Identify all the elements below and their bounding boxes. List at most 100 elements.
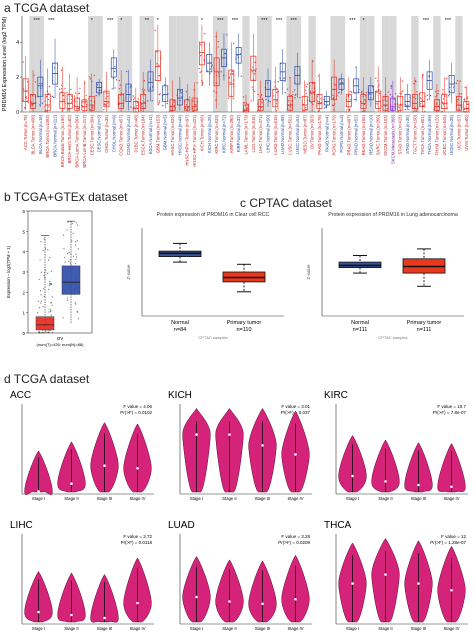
data-point [442,98,445,100]
data-point [467,96,469,98]
data-point [166,102,168,105]
x-tick-label: KIRP.Normal.(n=32) [236,114,241,152]
data-point [338,92,340,94]
data-point [159,93,161,95]
data-point [455,82,458,85]
data-point [91,107,94,109]
cptac-luad-boxplot-chart: Protein expression of PRDM16 in Lung ade… [306,212,464,340]
violin-median [70,482,73,486]
sample-count-label: n=110 [236,327,251,333]
box [37,76,44,97]
data-point [198,67,200,70]
data-point [391,108,393,110]
data-point [60,69,63,72]
data-point [143,89,146,91]
data-point [459,93,461,95]
data-point [192,107,194,110]
data-point [449,86,451,88]
box [35,316,55,331]
data-point [387,91,390,93]
data-point [305,92,308,95]
data-point [132,95,135,97]
data-point [229,81,231,84]
data-point [75,244,77,246]
f-value-label: F value = 10.7 [437,404,466,409]
box [257,99,264,111]
data-point [276,100,278,102]
data-point [318,109,320,111]
x-tick-label: PAAD.Tumor.(n=178) [317,114,322,154]
data-point [137,98,139,100]
data-point [378,84,381,86]
data-point [404,108,407,111]
x-tick-label: Stage I [190,496,203,501]
data-point [229,73,232,75]
data-point [88,76,91,78]
significance-label: *** [48,18,55,24]
data-point [420,98,422,100]
data-point [378,88,380,91]
x-tick-label: CHOL.Tumor.(n=36) [104,114,109,152]
data-point [305,86,308,88]
data-point [231,73,234,75]
violin-median [136,466,139,470]
data-point [209,68,212,70]
y-axis-label: Z-value [126,264,131,280]
data-point [196,82,198,84]
x-tick-label: THYM.Tumor.(n=120) [434,114,439,155]
data-point [30,101,32,103]
data-point [215,99,217,101]
panel-title: LIHC [10,520,33,531]
data-point [293,89,296,91]
box [81,99,88,111]
shade-band [337,16,346,112]
box [44,94,51,111]
data-point [269,101,271,103]
data-point [38,278,40,281]
data-point [42,331,44,334]
data-point [173,99,175,102]
data-point [66,252,69,255]
data-point [156,63,158,65]
data-point [394,93,397,95]
box [360,94,367,109]
data-point [37,312,39,314]
data-point [154,29,156,32]
x-tick-label: LIHC.Tumor.(n=371) [258,114,263,153]
data-point [420,102,422,105]
data-point [402,90,404,92]
data-point [143,80,146,82]
data-point [75,222,77,224]
data-point [192,110,194,112]
data-point [228,76,231,78]
x-tick-label: KIRC.Tumor.(n=533) [214,114,219,153]
data-point [93,74,96,77]
box [382,95,389,111]
violin-median [351,474,354,478]
data-point [277,107,279,110]
data-point [365,91,368,94]
data-point [220,71,222,73]
shade-band [183,16,191,112]
data-point [353,98,356,101]
data-point [118,87,121,90]
x-tick-label: GBM.Tumor.(n=153) [155,114,160,153]
data-point [68,260,70,263]
data-point [67,297,69,299]
data-point [441,111,443,113]
x-tick-label: UCEC.Normal.(n=35) [449,114,454,155]
data-point [261,101,263,104]
data-point [38,331,40,333]
data-point [341,82,344,84]
violin-median [417,483,420,487]
x-tick-label: ESCA.Tumor.(n=184) [141,114,146,155]
data-point [77,224,79,226]
data-point [313,91,315,93]
data-point [231,70,234,73]
significance-label: *** [423,18,430,24]
data-point [62,94,64,97]
data-point [48,85,51,88]
data-point [188,96,191,98]
data-point [22,61,24,63]
data-point [317,100,319,103]
